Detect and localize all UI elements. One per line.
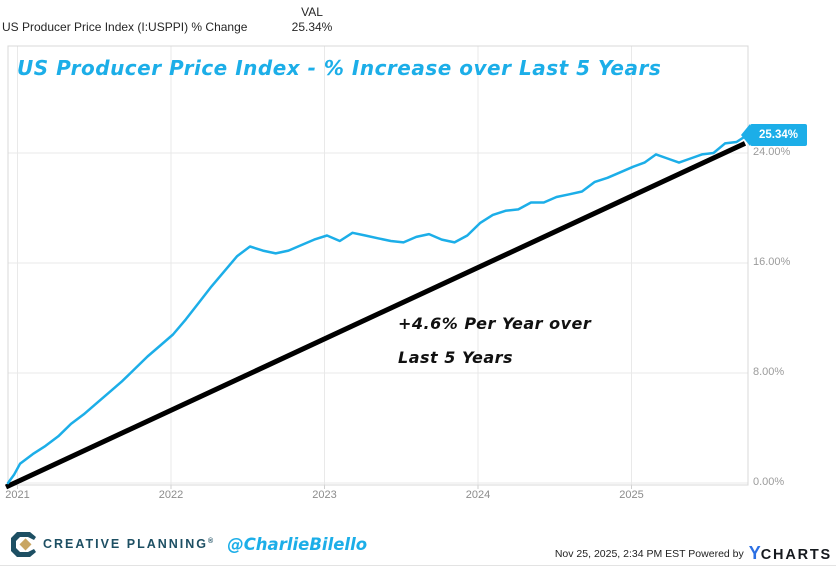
- trend-annotation-line1: +4.6% Per Year over: [398, 314, 592, 333]
- footer-right: Nov 25, 2025, 2:34 PM EST Powered by Y C…: [555, 543, 832, 564]
- y-axis-label: 16.00%: [753, 256, 791, 268]
- creative-planning-wordmark: CREATIVE PLANNING®: [43, 537, 216, 551]
- plot-border: [7, 45, 749, 486]
- price-series-line: [6, 133, 750, 485]
- last-value-flag: 25.34%: [741, 123, 807, 146]
- x-axis-label: 2025: [619, 489, 644, 501]
- y-axis-label: 24.00%: [753, 146, 791, 158]
- registered-mark: ®: [208, 537, 216, 545]
- twitter-handle: @CharlieBilello: [227, 534, 368, 554]
- ycharts-logo-y: Y: [748, 543, 761, 563]
- trend-line: [4, 141, 747, 490]
- x-axis-label: 2024: [465, 489, 491, 501]
- chart-title: US Producer Price Index - % Increase ove…: [17, 56, 662, 80]
- footer-timestamp: Nov 25, 2025, 2:34 PM EST Powered by: [554, 547, 744, 560]
- creative-planning-logo-icon: [11, 531, 36, 557]
- x-axis-label: 2022: [158, 489, 184, 501]
- footer-left: CREATIVE PLANNING® @CharlieBilello: [10, 530, 367, 558]
- ycharts-logo: Y CHARTS: [749, 543, 832, 564]
- ycharts-logo-charts: CHARTS: [760, 547, 832, 563]
- val-column-header: VAL: [301, 5, 323, 19]
- y-axis-label: 8.00%: [753, 366, 785, 378]
- x-axis-label: 2023: [312, 489, 337, 501]
- val-column-value: 25.34%: [291, 20, 333, 34]
- y-axis-label: 0.00%: [753, 476, 785, 488]
- trend-annotation-line2: Last 5 Years: [398, 348, 514, 367]
- series-label: US Producer Price Index (I:USPPI) % Chan…: [2, 20, 248, 34]
- x-axis-label: 2021: [5, 489, 30, 501]
